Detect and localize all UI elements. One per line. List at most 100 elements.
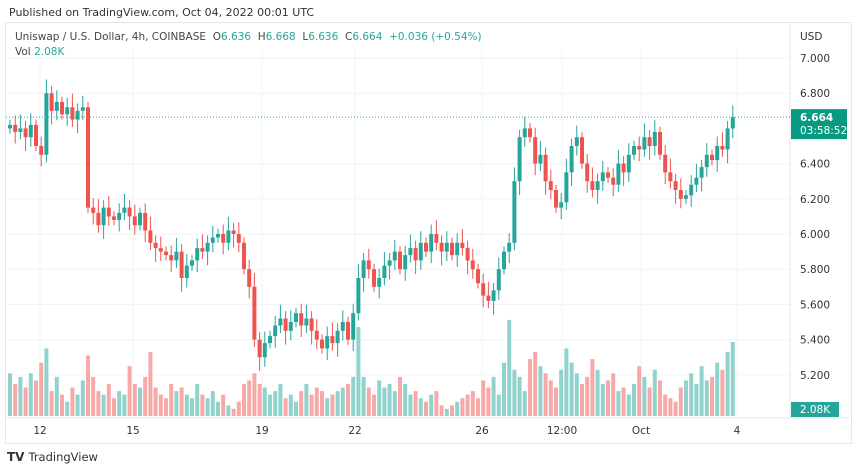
volume-bar: [340, 387, 345, 416]
volume-bar: [205, 398, 210, 416]
volume-bar: [730, 342, 735, 416]
volume-bar: [470, 391, 475, 416]
candle-body: [49, 93, 54, 111]
volume-bar: [309, 394, 314, 416]
candle-body: [330, 336, 335, 344]
candle-body: [522, 128, 527, 138]
volume-bar: [720, 369, 725, 416]
candle-body: [28, 124, 33, 138]
time-tick: 4: [734, 425, 741, 437]
currency-label: USD: [800, 31, 822, 43]
volume-bar: [580, 383, 584, 416]
last-price-badge: [791, 109, 847, 140]
tradingview-logo[interactable]: TV TradingView: [7, 450, 98, 464]
volume-bar: [611, 373, 616, 416]
volume-bar: [65, 401, 70, 416]
high-value: 6.668: [265, 31, 296, 43]
candle-body: [398, 251, 402, 270]
candle-body: [75, 110, 80, 120]
candle-body: [694, 177, 699, 185]
candle-body: [606, 172, 610, 178]
candle-body: [242, 242, 246, 270]
volume-badge: [791, 402, 839, 417]
volume-bar: [689, 373, 694, 416]
volume-bar: [86, 355, 90, 416]
candle-body: [70, 107, 75, 120]
candle-body: [294, 313, 298, 322]
close-value: 6.664: [352, 31, 383, 43]
tv-logo-icon: TV: [7, 450, 25, 464]
volume-bar: [704, 380, 709, 416]
price-tick: 5.400: [800, 335, 830, 347]
candle-body: [439, 242, 444, 252]
volume-bar: [70, 387, 75, 416]
candle-body: [101, 207, 106, 226]
candle-body: [179, 251, 184, 278]
candle-body: [517, 137, 522, 182]
volume-bar: [132, 383, 137, 416]
candle-body: [652, 131, 657, 146]
volume-bar: [226, 405, 231, 416]
candle-body: [418, 242, 423, 261]
candle-body: [366, 260, 371, 270]
candle-body: [340, 322, 345, 331]
volume-bar: [429, 394, 434, 416]
volume-bar: [439, 405, 444, 416]
volume-bar: [91, 376, 96, 416]
volume-bar: [392, 391, 397, 416]
volume-bar: [304, 383, 309, 416]
candle-body: [512, 181, 517, 243]
candle-body: [372, 269, 376, 287]
candle-body: [611, 177, 616, 185]
volume-bar: [450, 405, 454, 416]
candle-body: [288, 322, 293, 331]
candle-body: [262, 343, 267, 358]
volume-bar: [106, 383, 111, 416]
volume-bar: [190, 398, 194, 416]
candle-body: [491, 290, 496, 301]
candle-body: [106, 207, 111, 217]
candle-body: [663, 154, 668, 173]
volume-bar: [158, 394, 163, 416]
volume-bar: [143, 376, 148, 416]
volume-bar: [543, 373, 548, 416]
candle-body: [429, 234, 434, 252]
candle-body: [148, 230, 153, 243]
candle-body: [195, 248, 200, 261]
volume-bar: [600, 383, 605, 416]
volume-bar: [80, 380, 85, 416]
volume-bar: [28, 373, 33, 416]
volume-bar: [496, 394, 501, 416]
candle-body: [236, 234, 241, 243]
price-tick: 6.800: [800, 88, 830, 100]
symbol-title: Uniswap / U.S. Dollar, 4h, COINBASE: [15, 31, 207, 43]
candle-body: [600, 172, 605, 182]
volume-bar: [377, 380, 382, 416]
volume-bar: [288, 394, 293, 416]
volume-bar: [247, 380, 252, 416]
volume-bar: [236, 401, 241, 416]
candle-body: [725, 128, 730, 150]
volume-bar: [663, 394, 668, 416]
volume-bar: [299, 391, 304, 416]
volume-bar: [424, 401, 428, 416]
volume-bar: [715, 362, 720, 416]
candle-body: [226, 230, 231, 243]
volume-bar: [398, 376, 402, 416]
volume-bar: [554, 387, 558, 416]
volume-bar: [673, 401, 678, 416]
volume-bar: [507, 319, 512, 416]
price-tick: 5.600: [800, 299, 830, 311]
volume-label: Vol: [15, 46, 31, 58]
candle-body: [377, 278, 382, 287]
volume-bar: [356, 327, 361, 416]
candle-body: [543, 154, 548, 182]
candle-body: [564, 172, 569, 203]
candle-body: [247, 269, 252, 287]
candle-body: [117, 212, 122, 220]
volume-bar: [112, 398, 116, 416]
candle-body: [221, 234, 226, 243]
volume-bar: [632, 383, 636, 416]
candle-body: [216, 234, 220, 238]
